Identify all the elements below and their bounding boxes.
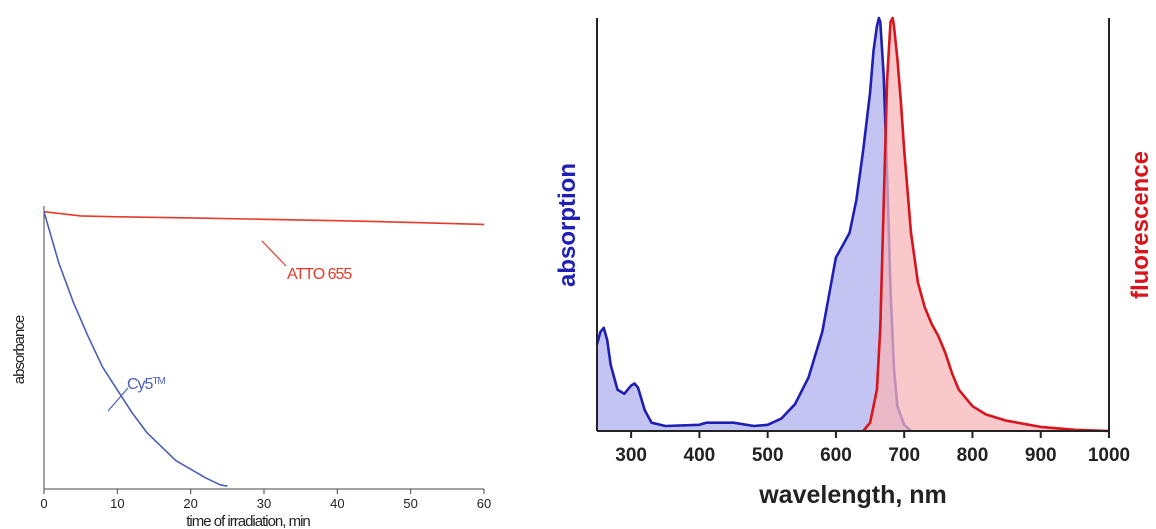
right-x-axis-label: wavelength, nm	[758, 481, 947, 509]
right-x-tick-label: 800	[957, 445, 989, 466]
right-x-tick-label: 1000	[1088, 445, 1130, 466]
right-x-tick-label: 700	[888, 445, 920, 466]
fluorescence-area	[863, 18, 1109, 431]
left-series-line-0	[43, 210, 485, 226]
absorption-axis-label: absorption	[554, 163, 581, 287]
atto-series-label: ATTO 655	[287, 266, 352, 283]
fluorescence-line	[862, 16, 1110, 433]
right-x-tick-label: 900	[1025, 445, 1057, 466]
absorption-line	[595, 16, 912, 432]
cy5-leader-line	[107, 387, 129, 412]
left-x-tick-label: 10	[110, 496, 124, 511]
spectra-chart: 300 400 500 600 700 800 900 1000 wavelength, nm…	[554, 16, 1154, 509]
left-x-tick-label: 60	[477, 496, 491, 511]
right-x-tick-label: 500	[752, 445, 784, 466]
right-x-tick-label: 300	[615, 445, 647, 466]
right-x-tick-label: 400	[684, 445, 716, 466]
right-x-tick-label: 600	[820, 445, 852, 466]
left-x-tick-label: 40	[330, 496, 344, 511]
atto-leader-line	[261, 240, 287, 267]
photostability-chart: 0 10 20 30 40 50 60 ATTO 655 Cy5TM time of irr…	[11, 206, 491, 529]
cy5-series-label: Cy5TM	[127, 376, 166, 393]
left-x-tick-label: 30	[257, 496, 271, 511]
left-x-tick-label: 0	[40, 496, 47, 511]
left-x-tick-label: 50	[403, 496, 417, 511]
left-series-line-1	[43, 211, 228, 487]
left-x-tick-label: 20	[183, 496, 197, 511]
fluorescence-axis-label: fluorescence	[1127, 151, 1154, 299]
left-y-axis-label: absorbance	[11, 315, 28, 384]
absorption-area	[597, 18, 911, 431]
left-x-axis-label: time of irradiation, min	[186, 513, 310, 529]
